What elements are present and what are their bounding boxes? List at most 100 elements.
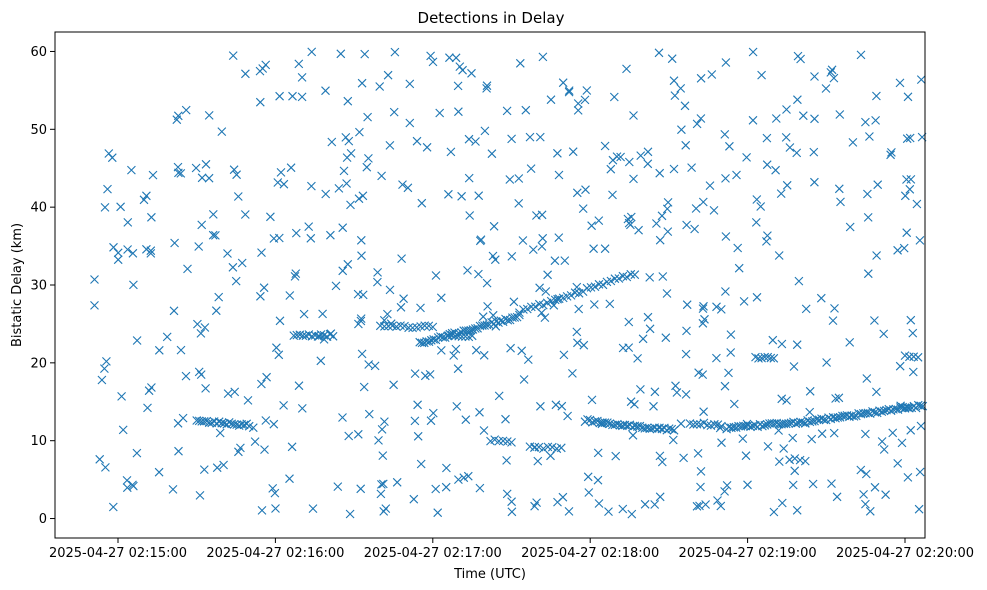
data-point [622, 64, 631, 74]
data-point [908, 328, 918, 338]
data-point [377, 171, 386, 181]
data-point [480, 126, 490, 136]
data-point [449, 351, 459, 360]
data-point [807, 417, 817, 426]
data-point [357, 78, 367, 88]
data-point [318, 309, 327, 319]
data-point [792, 148, 802, 158]
data-point [502, 489, 512, 499]
data-point [533, 456, 543, 466]
data-point [385, 141, 395, 150]
data-point [517, 346, 527, 356]
data-point [431, 484, 441, 494]
data-point [223, 389, 233, 398]
data-point [482, 84, 491, 93]
data-point [587, 395, 597, 405]
data-point [261, 60, 271, 70]
data-point [798, 111, 808, 121]
data-point [694, 368, 703, 378]
data-point [390, 47, 400, 57]
data-point [342, 179, 351, 188]
data-point [757, 70, 766, 80]
data-point [343, 259, 353, 269]
data-point [334, 184, 344, 193]
data-point [636, 151, 646, 160]
data-point [720, 487, 729, 496]
data-point [208, 210, 218, 219]
data-point [916, 75, 926, 84]
data-point [655, 235, 665, 245]
data-point [564, 87, 574, 97]
data-point [503, 315, 513, 325]
data-point [287, 442, 297, 452]
y-tick-label: 0 [39, 512, 47, 527]
data-point [756, 202, 766, 211]
data-point [655, 451, 665, 461]
data-point [244, 421, 254, 431]
data-point [650, 500, 660, 509]
data-point [624, 317, 634, 327]
data-point [784, 419, 793, 428]
data-point [657, 457, 667, 467]
data-point [358, 191, 368, 201]
data-point [579, 340, 589, 350]
data-point [523, 355, 533, 364]
data-point [383, 309, 392, 319]
data-point [426, 51, 435, 61]
data-point [568, 369, 577, 378]
data-point [453, 364, 463, 374]
data-point [830, 304, 839, 313]
data-point [286, 163, 296, 173]
data-point [709, 206, 719, 215]
data-point [692, 501, 702, 511]
data-point [273, 178, 283, 187]
data-point [685, 419, 695, 428]
data-point [720, 381, 730, 391]
data-point [444, 189, 453, 199]
data-point [117, 392, 126, 401]
data-point [331, 281, 341, 291]
data-point [879, 445, 889, 454]
x-axis: 2025-04-27 02:15:00 2025-04-27 02:16:00 20… [49, 538, 974, 561]
data-point [214, 417, 224, 427]
data-point [622, 272, 632, 282]
data-point [792, 505, 802, 515]
data-point [327, 137, 337, 147]
data-point [308, 504, 318, 513]
data-point [257, 506, 267, 515]
data-point [346, 200, 355, 210]
x-axis-title: Time (UTC) [453, 567, 526, 582]
data-point [146, 246, 156, 256]
data-point [326, 230, 335, 240]
data-point [903, 92, 913, 102]
data-point [742, 153, 751, 162]
data-point [463, 266, 472, 275]
data-point [122, 483, 132, 493]
data-point [789, 362, 799, 371]
data-point [779, 444, 789, 453]
data-point [429, 335, 438, 344]
data-point [413, 431, 423, 441]
data-point [768, 335, 778, 345]
data-point [710, 419, 719, 429]
data-point [681, 140, 691, 150]
data-point [291, 228, 301, 238]
data-point [154, 345, 164, 355]
data-point [663, 227, 673, 236]
data-point [713, 496, 722, 505]
data-point [734, 263, 744, 273]
data-point [717, 438, 726, 448]
data-point [378, 479, 388, 489]
data-point [564, 507, 574, 516]
data-point [721, 287, 730, 296]
data-point [399, 294, 408, 304]
data-point [232, 170, 241, 180]
data-point [827, 479, 836, 488]
data-point [410, 416, 420, 426]
data-point [201, 384, 210, 393]
data-point [257, 248, 266, 257]
data-point [692, 119, 702, 129]
data-point [801, 304, 811, 314]
data-point [863, 213, 873, 222]
data-point [829, 73, 839, 83]
